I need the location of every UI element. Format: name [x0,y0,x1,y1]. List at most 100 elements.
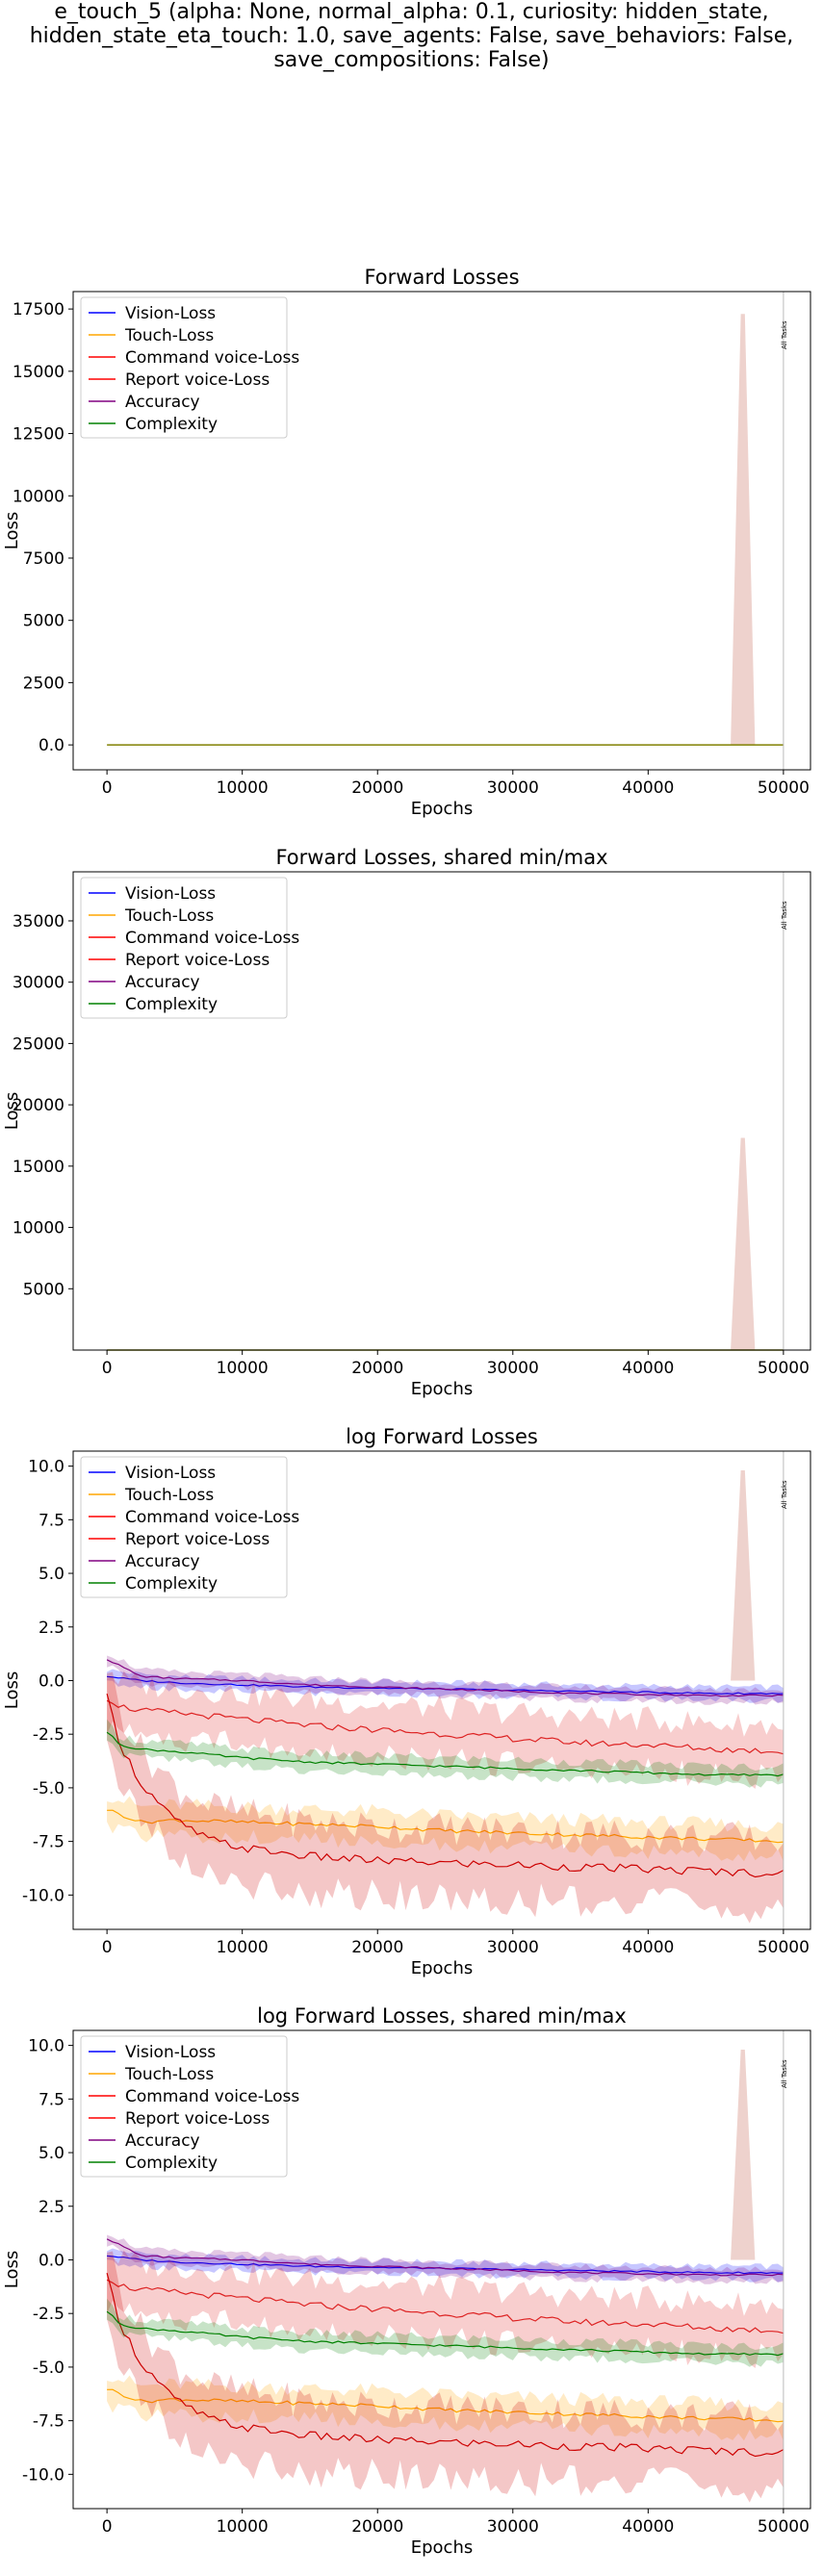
x-tick-label: 40000 [622,2517,674,2537]
y-tick-label: 0.0 [39,736,64,755]
legend-box [80,2035,288,2178]
x-tick-label: 0 [102,1359,113,1378]
y-axis-label: Loss [2,1092,22,1130]
y-tick-label: 5.0 [39,2144,64,2163]
legend-label: Report voice-Loss [125,2109,270,2129]
chart-log-forward-losses: log Forward Losses All Tasks 0 10000 20000 30… [2,1425,811,1978]
y-tick-label: 10.0 [28,1458,64,1477]
y-tick-label: 5.0 [39,1565,64,1584]
plot-frame [72,2029,811,2510]
marker-label: All Tasks [781,2059,788,2088]
legend-label: Touch-Loss [124,1486,214,1505]
marker-label: All Tasks [781,320,788,349]
y-tick-label: 30000 [13,974,64,993]
series-band [107,2250,784,2368]
series-band [107,1655,784,1705]
legend-label: Complexity [125,2154,218,2173]
legend-label: Command voice-Loss [125,1508,299,1527]
x-axis-label: Epochs [411,1958,474,1978]
y-tick-label: -7.5 [33,1833,64,1852]
x-tick-label: 40000 [622,1359,674,1378]
y-tick-label: 5000 [23,1280,64,1299]
y-tick-label: 17500 [13,300,64,319]
legend-box [80,877,288,1019]
x-tick-label: 50000 [758,2517,810,2537]
chart-log-forward-losses-shared: log Forward Losses, shared min/max All Ta… [2,2004,811,2558]
y-axis-label: Loss [2,2251,22,2288]
series-band [107,1671,784,1924]
y-tick-label: -5.0 [33,1779,64,1798]
legend-label: Report voice-Loss [125,370,270,390]
x-tick-label: 10000 [217,778,269,798]
y-axis-label: Loss [2,1671,22,1709]
series-line [106,2272,784,2458]
legend-label: Accuracy [125,2131,200,2151]
x-tick-label: 30000 [487,1938,539,1957]
y-tick-label: 7.5 [39,1511,64,1530]
x-axis-label: Epochs [411,2538,474,2558]
legend-label: Vision-Loss [125,304,216,323]
x-tick-label: 30000 [487,2517,539,2537]
y-tick-label: -2.5 [33,1725,64,1745]
legend-label: Command voice-Loss [125,2087,299,2106]
plot-frame [72,871,811,1351]
series-line [106,1731,784,1777]
x-tick-label: 50000 [758,778,810,798]
series-line [106,1693,784,1878]
x-tick-label: 40000 [622,1938,674,1957]
marker-label: All Tasks [781,1480,788,1509]
y-tick-label: 2500 [23,674,64,693]
series-band [107,2251,784,2503]
spike-band [731,314,756,746]
figure-title: e_touch_5 (alpha: None, normal_alpha: 0.… [29,0,794,72]
y-tick-label: -10.0 [22,1886,64,1905]
x-tick-label: 20000 [351,2517,403,2537]
x-axis-label: Epochs [411,1379,474,1399]
series-line [106,1659,784,1697]
series-band [107,1671,784,1789]
legend-label: Vision-Loss [125,2043,216,2062]
legend-label: Touch-Loss [124,906,214,926]
y-tick-label: 7500 [23,549,64,569]
plot-frame [72,291,811,771]
y-tick-label: 7.5 [39,2090,64,2109]
x-tick-label: 0 [102,1938,113,1957]
y-tick-label: -5.0 [33,2359,64,2378]
x-tick-label: 50000 [758,1938,810,1957]
series-band [107,1669,784,1703]
x-tick-label: 30000 [487,778,539,798]
legend-label: Command voice-Loss [125,929,299,948]
x-tick-label: 20000 [351,778,403,798]
legend-label: Complexity [125,1574,218,1594]
y-tick-label: 0.0 [39,1671,64,1691]
y-tick-label: 5000 [23,612,64,631]
series-band [107,2234,784,2284]
y-tick-label: 15000 [13,363,64,382]
plot-frame [72,1450,811,1930]
marker-label: All Tasks [781,901,788,930]
series-line [106,1699,784,1755]
x-tick-label: 30000 [487,1359,539,1378]
chart-title: Forward Losses [364,266,519,289]
legend-label: Complexity [125,415,218,434]
y-tick-label: 2.5 [39,2198,64,2217]
y-tick-label: -10.0 [22,2465,64,2485]
legend-label: Accuracy [125,1552,200,1571]
x-tick-label: 10000 [217,1359,269,1378]
y-tick-label: 20000 [13,1096,64,1115]
x-tick-label: 10000 [217,2517,269,2537]
legend-label: Complexity [125,995,218,1014]
x-tick-label: 20000 [351,1938,403,1957]
y-tick-label: 35000 [13,912,64,931]
legend-box [80,1456,288,1598]
legend-label: Vision-Loss [125,1464,216,1483]
y-tick-label: 12500 [13,425,64,445]
x-tick-label: 40000 [622,778,674,798]
legend-label: Report voice-Loss [125,951,270,970]
series-band [107,2375,784,2441]
x-tick-label: 50000 [758,1359,810,1378]
y-tick-label: 10.0 [28,2037,64,2056]
series-line [106,2279,784,2334]
legend-label: Vision-Loss [125,884,216,904]
spike-band [731,1470,756,1681]
